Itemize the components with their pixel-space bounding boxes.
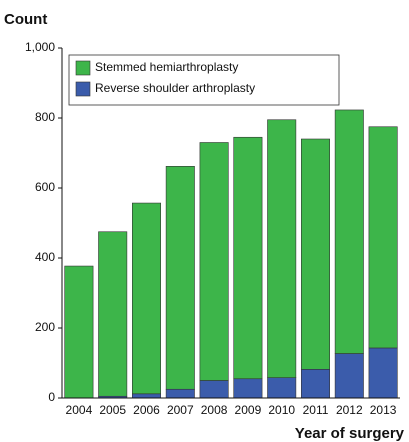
bar-segment <box>165 166 195 390</box>
x-tick-label: 2009 <box>235 403 262 417</box>
bar-segment <box>368 126 398 349</box>
bar-segment <box>199 142 229 381</box>
x-tick-label: 2006 <box>133 403 160 417</box>
y-tick-label: 200 <box>35 320 55 334</box>
x-axis-label: Year of surgery <box>295 425 405 442</box>
chart-title: Count <box>4 11 47 28</box>
legend-box <box>68 54 340 106</box>
bar-segment <box>132 202 161 395</box>
bar-segment <box>301 138 330 370</box>
x-tick-label: 2013 <box>370 403 397 417</box>
legend-swatch <box>75 60 91 76</box>
legend-label: Stemmed hemiarthroplasty <box>95 60 238 74</box>
bar-segment <box>165 388 195 399</box>
bar-segment <box>334 353 364 399</box>
bar-segment <box>98 231 128 397</box>
x-tick-label: 2012 <box>336 403 363 417</box>
bar-segment <box>334 109 364 354</box>
x-tick-label: 2005 <box>99 403 126 417</box>
bar-segment <box>132 393 161 399</box>
x-tick-label: 2010 <box>268 403 295 417</box>
legend-swatch <box>75 81 91 97</box>
x-tick-label: 2008 <box>201 403 228 417</box>
x-tick-label: 2004 <box>66 403 93 417</box>
bar-segment <box>64 265 94 399</box>
y-tick-label: 400 <box>35 250 55 264</box>
y-tick-label: 600 <box>35 180 55 194</box>
bar-segment <box>233 136 263 380</box>
bar-segment <box>368 347 398 399</box>
bar-segment <box>301 368 330 399</box>
x-tick-label: 2011 <box>303 403 329 417</box>
bar-segment <box>267 377 297 399</box>
bar-segment <box>199 380 229 399</box>
y-tick-label: 1,000 <box>25 40 55 54</box>
y-tick-label: 800 <box>35 110 55 124</box>
bar-segment <box>233 378 263 399</box>
x-tick-label: 2007 <box>167 403 194 417</box>
legend-label: Reverse shoulder arthroplasty <box>95 81 255 95</box>
y-tick-label: 0 <box>48 390 55 404</box>
bar-segment <box>267 119 297 379</box>
